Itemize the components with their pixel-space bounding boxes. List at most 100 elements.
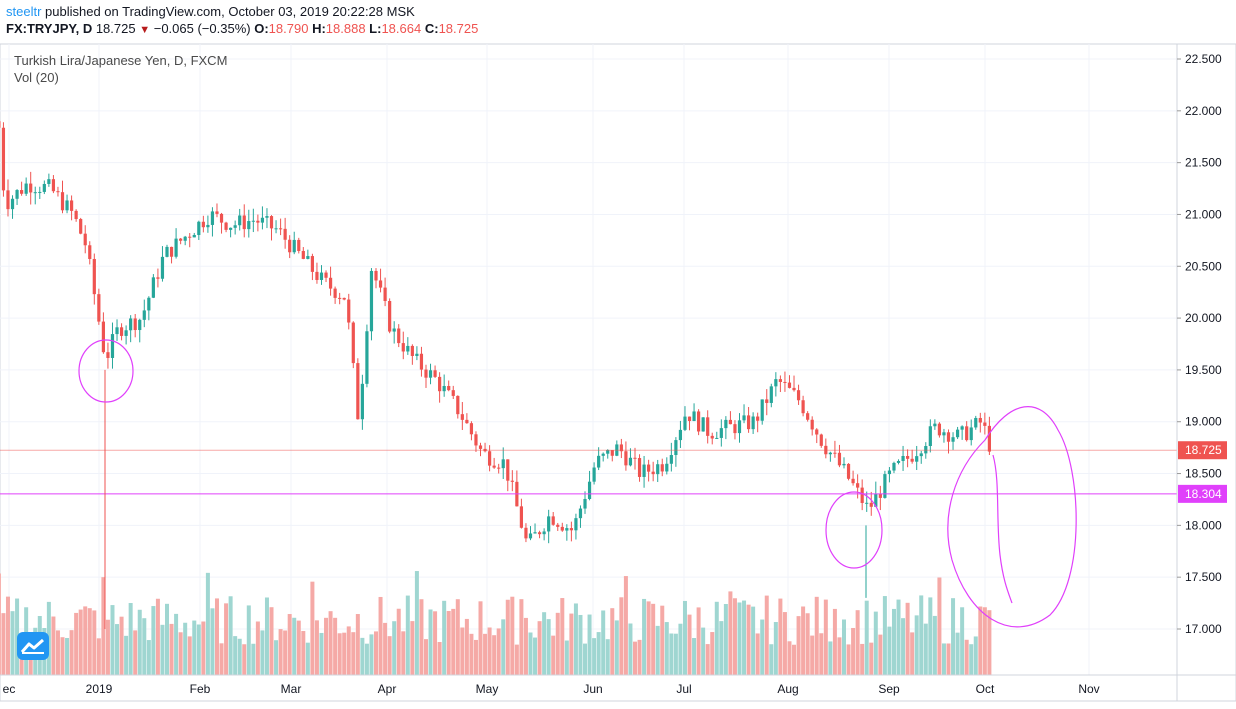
candle-body [506,459,510,481]
candle-body [351,322,355,364]
volume-bar [701,627,706,675]
drawn-circle-jan [78,339,134,403]
candle-body [860,487,864,503]
candle-body [774,379,778,387]
candle-body [606,450,610,454]
volume-bar [242,644,247,675]
volume-bar [678,623,683,675]
candle-body [278,228,283,230]
volume-bar [210,608,215,675]
candle-body [324,272,328,278]
candle-body [951,437,955,442]
price-tick-label: 17.500 [1185,570,1222,584]
volume-bar [233,636,238,675]
candle-body [15,190,19,199]
volume-bar [646,601,651,675]
volume-bar [428,609,433,675]
volume-bar [455,599,460,675]
volume-bar [732,598,737,675]
volume-bar [660,605,665,675]
volume-bar [237,638,242,675]
candle-body [319,272,324,280]
volume-bar [778,598,783,675]
price-tick-label: 18.000 [1185,518,1222,532]
price-tick-label: 18.500 [1185,467,1222,481]
candle-body [651,471,655,475]
volume-bar [519,599,524,675]
volume-bar [710,632,715,675]
candle-body [787,382,792,388]
candle-body [733,424,737,434]
candle-body [133,318,137,331]
candle-body [642,464,646,477]
low-label: L: [369,21,382,36]
candle-body [742,415,746,421]
volume-bar [564,640,569,675]
volume-bar [478,601,483,675]
volume-bar [119,616,124,675]
volume-bar [669,633,674,675]
candle-body [665,463,669,472]
candle-body [188,236,192,238]
volume-bar [964,639,969,675]
candle-body [179,238,183,241]
volume-bar [873,611,878,675]
candle-body [219,213,224,223]
candle-body [624,451,628,466]
candle-body [460,414,464,420]
volume-bar [151,606,156,675]
volume-bar [896,599,901,675]
volume-bar [387,636,392,675]
volume-bar [828,641,833,675]
candle-body [119,327,124,336]
author-link[interactable]: steeltr [6,4,42,19]
volume-bar [982,607,987,675]
candle-body [851,478,855,484]
candle-body [124,330,128,336]
candle-body [519,506,524,528]
volume-bar [228,596,233,675]
volume-bar [573,603,578,675]
candle-body [174,238,178,257]
candle-body [274,228,278,230]
volume-bar [546,619,551,675]
volume-bar [923,623,928,675]
price-tick-label: 19.500 [1185,363,1222,377]
candle-body [656,464,660,475]
candle-body [410,345,414,356]
volume-bar [101,577,106,675]
candle-body [501,459,505,469]
volume-bar [523,617,528,675]
candle-body [88,245,92,259]
candle-body [869,502,873,507]
volume-bar [941,643,946,675]
volume-bar [92,610,97,675]
volume-bar [987,610,992,675]
candle-body [710,435,714,439]
candle-body [715,437,719,439]
volume-bar [969,644,974,675]
volume-bar [433,611,438,675]
candle-body [542,531,546,535]
candle-body [719,428,723,438]
candle-body [229,227,233,230]
volume-bar [764,595,769,675]
candle-body [79,219,83,234]
candle-body [801,400,805,414]
volume-bar [846,644,851,675]
tradingview-logo[interactable] [17,632,49,660]
drawn-circle-oct [947,406,1077,628]
volume-bar [787,641,792,675]
volume-bar [832,608,837,675]
candle-body [110,334,115,358]
volume-bar [360,637,365,675]
candle-body [392,328,396,332]
volume-bar [501,619,506,675]
candle-body [406,345,410,352]
candle-body [978,417,982,423]
candle-body [383,287,387,302]
volume-bar [55,630,60,675]
candle-body [842,463,846,466]
